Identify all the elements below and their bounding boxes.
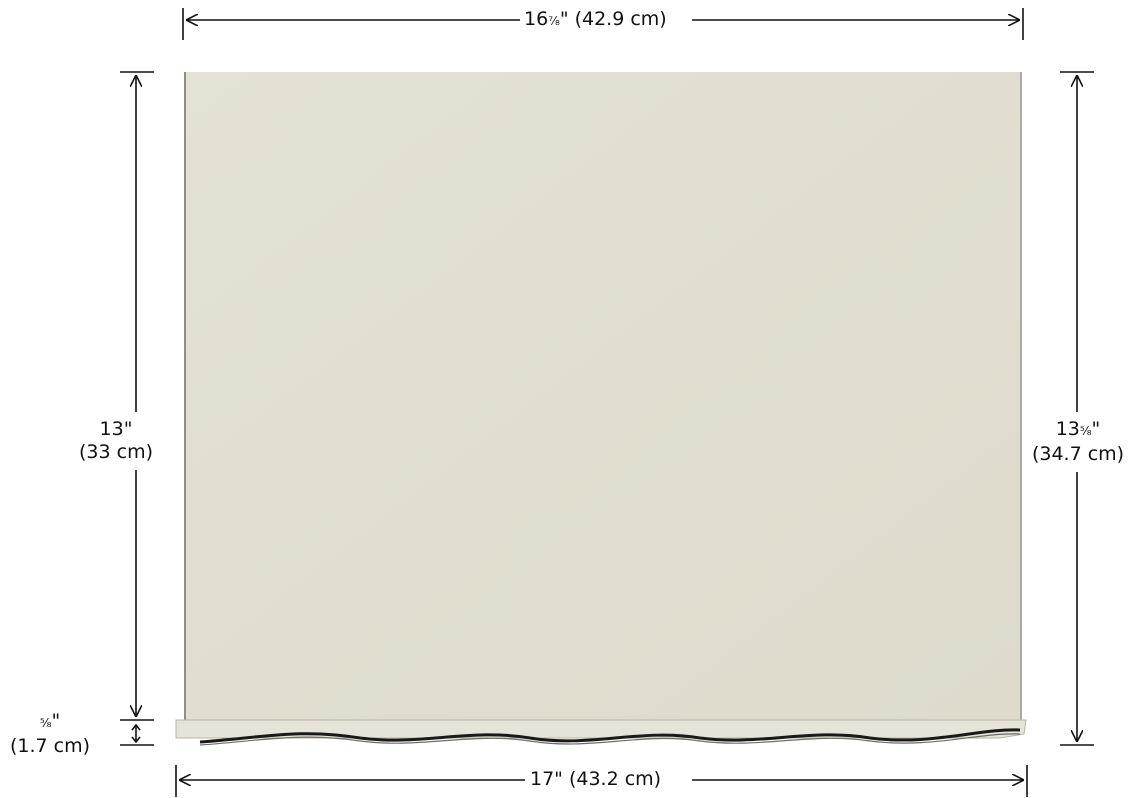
right-height-fraction: ⁵⁄₈	[1079, 424, 1092, 438]
left-height-dimension	[120, 71, 154, 721]
valance-height-dimension	[120, 723, 154, 746]
bottom-width-dimension	[175, 765, 1028, 797]
right-height-whole: 13	[1055, 418, 1080, 440]
valance-height-line2: (1.7 cm)	[9, 735, 91, 757]
bottom-width-label: 17" (43.2 cm)	[530, 768, 662, 791]
left-height-label: 13" (33 cm)	[72, 418, 160, 464]
valance-height-suffix: "	[51, 710, 61, 732]
right-height-line2: (34.7 cm)	[1030, 443, 1126, 466]
valance-height-label: ⁵⁄₈" (1.7 cm)	[2, 710, 98, 758]
top-width-label: 16⁷⁄₈" (42.9 cm)	[524, 8, 667, 33]
right-height-dimension	[1060, 71, 1094, 746]
right-height-suffix: "	[1091, 418, 1101, 440]
left-height-line2: (33 cm)	[72, 441, 160, 464]
top-width-suffix: " (42.9 cm)	[559, 8, 667, 30]
top-width-dimension	[182, 8, 1024, 40]
bottom-width-text: 17" (43.2 cm)	[530, 768, 662, 790]
top-width-fraction: ⁷⁄₈	[548, 14, 560, 28]
shade-panel	[184, 72, 1022, 720]
valance-height-fraction: ⁵⁄₈	[39, 716, 52, 730]
left-height-line1: 13"	[72, 418, 160, 441]
right-height-label: 13⁵⁄₈" (34.7 cm)	[1030, 418, 1126, 466]
valance-bar	[175, 719, 1027, 746]
top-width-whole: 16	[524, 8, 549, 30]
